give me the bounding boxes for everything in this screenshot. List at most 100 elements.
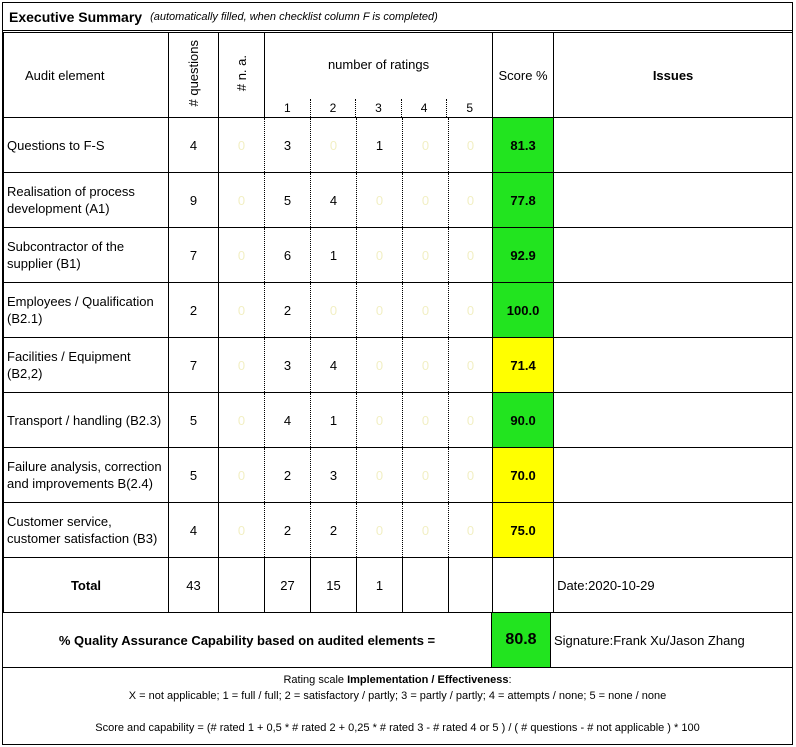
rating-4-cell: 0 <box>402 227 449 283</box>
rating-2-cell: 1 <box>310 227 357 283</box>
page-title: Executive Summary <box>9 8 143 25</box>
table-row: Questions to F-S 4 0 3 0 1 0 0 81.3 <box>3 117 794 173</box>
date-cell: Date:2020-10-29 <box>553 557 794 613</box>
legend-title: Rating scale Implementation / Effectiven… <box>3 674 792 686</box>
questions-cell: 5 <box>168 447 219 503</box>
table-row: Employees / Qualification (B2.1) 2 0 2 0 0 0 0 1… <box>3 282 794 338</box>
na-cell: 0 <box>218 117 265 173</box>
rating-3-cell: 0 <box>356 227 403 283</box>
capability-label: % Quality Assurance Capability based on … <box>58 632 436 648</box>
rating-4-cell: 0 <box>402 502 449 558</box>
header-score-label: Score % <box>498 67 548 83</box>
rating-4-cell: 0 <box>402 392 449 448</box>
table-row: Transport / handling (B2.3) 5 0 4 1 0 0 0 90.0 <box>3 392 794 448</box>
header-audit-element: Audit element <box>3 32 169 118</box>
header-ratings: number of ratings 1 2 3 4 5 <box>263 32 494 118</box>
table-row: Subcontractor of the supplier (B1) 7 0 6 1 0 0… <box>3 227 794 283</box>
rating-3-cell: 0 <box>356 392 403 448</box>
capability-value: 80.8 <box>491 613 551 667</box>
rating-1-cell: 2 <box>264 282 311 338</box>
score-cell: 71.4 <box>492 337 555 393</box>
audit-element-cell: Failure analysis, correction and improve… <box>3 447 169 503</box>
rating-level-3: 3 <box>355 99 401 117</box>
rating-level-1: 1 <box>283 101 291 115</box>
rating-3-cell: 0 <box>356 337 403 393</box>
title-bar: Executive Summary (automatically filled,… <box>3 3 792 31</box>
questions-cell: 5 <box>168 392 219 448</box>
score-cell: 81.3 <box>492 117 555 173</box>
issues-cell[interactable] <box>553 447 794 503</box>
audit-element-cell: Subcontractor of the supplier (B1) <box>3 227 169 283</box>
score-cell: 100.0 <box>492 282 555 338</box>
audit-element-cell: Realisation of process development (A1) <box>3 172 169 228</box>
audit-element-cell: Questions to F-S <box>3 117 169 173</box>
issues-cell[interactable] <box>553 337 794 393</box>
issues-cell[interactable] <box>553 172 794 228</box>
rating-level-2: 2 <box>309 99 356 117</box>
rating-4-cell: 0 <box>402 117 449 173</box>
rating-2-cell: 0 <box>310 117 357 173</box>
total-row: Total 43 27 15 1 Date:2020-10-29 <box>3 557 794 613</box>
na-cell: 0 <box>218 392 265 448</box>
rating-3-cell: 0 <box>356 447 403 503</box>
questions-cell: 4 <box>168 502 219 558</box>
summary-table: Audit element # questions # n. a. number… <box>3 32 794 613</box>
table-row: Failure analysis, correction and improve… <box>3 447 794 503</box>
rating-2-cell: 1 <box>310 392 357 448</box>
questions-cell: 7 <box>168 337 219 393</box>
na-cell: 0 <box>218 172 265 228</box>
issues-cell[interactable] <box>553 392 794 448</box>
header-issues-label: Issues <box>652 67 694 83</box>
rating-2-cell: 0 <box>310 282 357 338</box>
rating-1-cell: 3 <box>264 337 311 393</box>
rating-1-cell: 6 <box>264 227 311 283</box>
score-cell: 90.0 <box>492 392 555 448</box>
na-cell: 0 <box>218 337 265 393</box>
audit-element-cell: Customer service, customer satisfaction … <box>3 502 169 558</box>
rating-2-cell: 4 <box>310 337 357 393</box>
header-ratings-title: number of ratings <box>327 57 430 72</box>
na-cell: 0 <box>218 447 265 503</box>
legend-title-suffix: : <box>508 674 512 686</box>
questions-cell: 2 <box>168 282 219 338</box>
rating-5-cell: 0 <box>447 172 494 228</box>
rating-5-cell: 0 <box>447 282 494 338</box>
rating-5-cell: 0 <box>447 502 494 558</box>
issues-cell[interactable] <box>553 227 794 283</box>
header-na: # n. a. <box>218 32 265 118</box>
total-rating-1: 27 <box>264 557 311 613</box>
total-rating-4 <box>402 557 449 613</box>
rating-legend: Rating scale Implementation / Effectiven… <box>3 667 792 744</box>
page-subtitle: (automatically filled, when checklist co… <box>150 10 438 23</box>
rating-3-cell: 1 <box>356 117 403 173</box>
na-cell: 0 <box>218 227 265 283</box>
table-row: Facilities / Equipment (B2,2) 7 0 3 4 0 0 0 71.4 <box>3 337 794 393</box>
rating-5-cell: 0 <box>447 337 494 393</box>
rating-level-4: 4 <box>400 99 447 117</box>
rating-1-cell: 5 <box>264 172 311 228</box>
table-row: Customer service, customer satisfaction … <box>3 502 794 558</box>
header-questions: # questions <box>168 32 219 118</box>
legend-scale: X = not applicable; 1 = full / full; 2 =… <box>128 690 667 702</box>
rating-2-cell: 3 <box>310 447 357 503</box>
legend-formula: Score and capability = (# rated 1 + 0,5 … <box>95 722 700 734</box>
audit-element-cell: Facilities / Equipment (B2,2) <box>3 337 169 393</box>
issues-cell[interactable] <box>553 282 794 338</box>
rating-2-cell: 4 <box>310 172 357 228</box>
issues-cell[interactable] <box>553 117 794 173</box>
capability-row: % Quality Assurance Capability based on … <box>3 612 792 667</box>
total-questions: 43 <box>168 557 219 613</box>
rating-4-cell: 0 <box>402 337 449 393</box>
rating-4-cell: 0 <box>402 172 449 228</box>
na-cell: 0 <box>218 282 265 338</box>
issues-cell[interactable] <box>553 502 794 558</box>
total-na <box>218 557 265 613</box>
legend-title-prefix: Rating scale <box>283 674 348 686</box>
total-rating-2: 15 <box>310 557 357 613</box>
rating-4-cell: 0 <box>402 447 449 503</box>
rating-5-cell: 0 <box>447 117 494 173</box>
score-cell: 92.9 <box>492 227 555 283</box>
questions-cell: 9 <box>168 172 219 228</box>
rating-1-cell: 2 <box>264 502 311 558</box>
